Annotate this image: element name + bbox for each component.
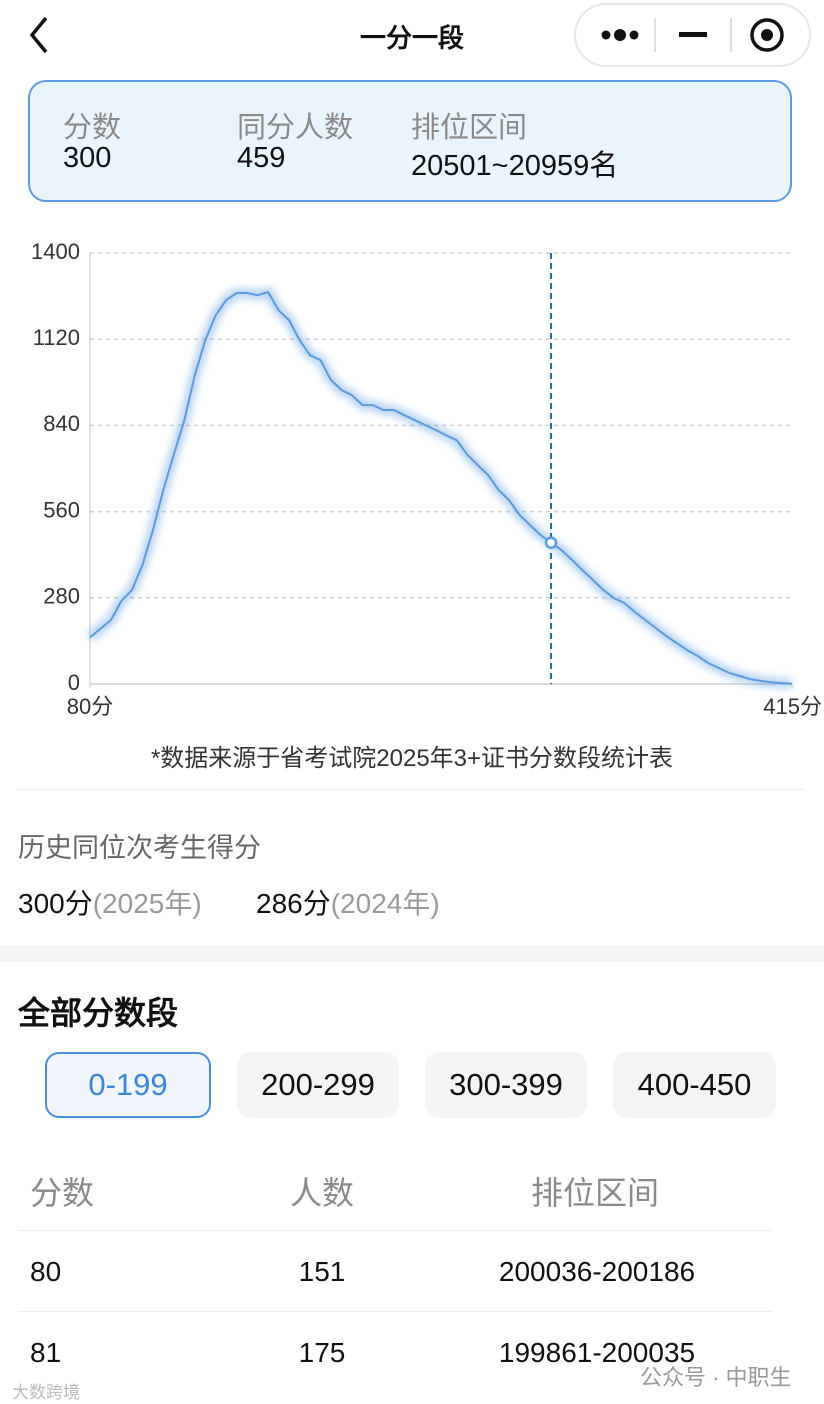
history-score: 286分 (256, 888, 331, 919)
summary-value: 20501~20959名 (411, 150, 619, 182)
history-score: 300分 (18, 888, 93, 919)
nav-bar (29, 3, 811, 67)
y-tick-label: 0 (68, 670, 80, 695)
divider (18, 789, 804, 790)
segment-tab[interactable]: 400-450 (613, 1052, 776, 1118)
y-tick-label: 560 (43, 497, 80, 522)
y-tick-label: 1400 (31, 239, 80, 264)
y-tick-label: 280 (43, 584, 80, 609)
summary-value: 300 (63, 142, 112, 174)
highlight-point (544, 536, 558, 549)
y-tick-label: 840 (43, 411, 80, 436)
segment-tab[interactable]: 0-199 (45, 1052, 211, 1118)
segment-tab[interactable]: 200-299 (237, 1052, 399, 1118)
row-divider (18, 1230, 772, 1231)
history-year: (2025年) (92, 888, 202, 919)
summary-card (28, 80, 792, 202)
table-cell: 80 (30, 1256, 62, 1287)
line-glow (86, 287, 793, 689)
line (89, 291, 793, 685)
nav-title: 一分一段 (359, 23, 464, 53)
history-year: (2024年) (330, 888, 440, 919)
summary-label: 排位区间 (411, 112, 528, 144)
y-tick-label: 1120 (33, 325, 80, 350)
close-icon[interactable] (750, 18, 784, 52)
history-item: 286分(2024年) (256, 882, 440, 922)
watermark: 大数跨境 (12, 1383, 80, 1402)
table-cell: 199861-200035 (498, 1337, 696, 1368)
table-cell: 81 (30, 1337, 62, 1368)
row-divider (18, 1311, 772, 1312)
summary-label: 分数 (63, 112, 122, 144)
table-header: 分数 (30, 1175, 95, 1211)
segments-title: 全部分数段 (18, 995, 179, 1031)
chart-note: *数据来源于省考试院2025年3+证书分数段统计表 (151, 745, 673, 772)
table-header: 人数 (289, 1175, 355, 1211)
segment-tab[interactable]: 300-399 (425, 1052, 587, 1118)
summary-label: 同分人数 (237, 112, 354, 144)
minimize-icon[interactable] (679, 32, 707, 37)
table-cell: 175 (298, 1337, 346, 1368)
section-gap (0, 945, 824, 962)
x-tick-label: 80分 (67, 694, 113, 719)
table-cell: 151 (298, 1256, 346, 1287)
watermark: 公众号 · 中职生 (640, 1365, 792, 1390)
x-tick-label: 415分 (763, 694, 822, 719)
table-cell: 200036-200186 (498, 1256, 696, 1287)
table-header: 排位区间 (530, 1175, 660, 1211)
summary-value: 459 (237, 142, 286, 174)
history-title: 历史同位次考生得分 (18, 833, 261, 863)
history-item: 300分(2025年) (18, 882, 202, 922)
chart: *数据来源于省考试院2025年3+证书分数段统计表 0 280 560 840 1120… (31, 239, 822, 772)
back-icon[interactable] (29, 16, 48, 54)
more-icon[interactable] (601, 29, 639, 41)
